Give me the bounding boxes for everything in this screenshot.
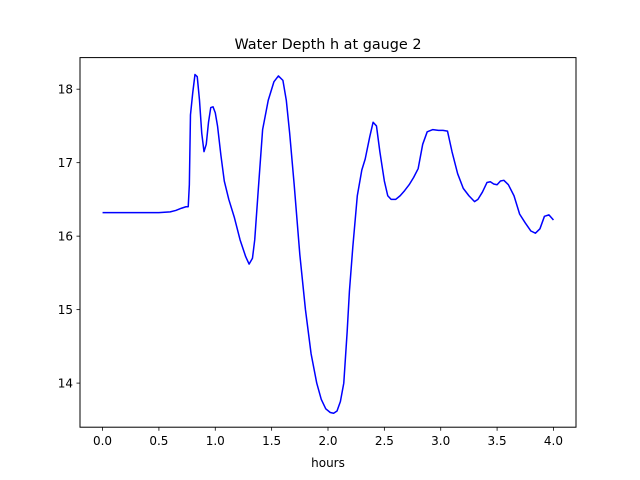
y-tick-label: 18 bbox=[58, 82, 73, 96]
y-tick-label: 14 bbox=[58, 376, 73, 390]
x-tick-label: 0.5 bbox=[149, 434, 168, 448]
x-tick-label: 2.5 bbox=[375, 434, 394, 448]
plot-frame bbox=[79, 57, 577, 428]
x-tick-label: 0.0 bbox=[93, 434, 112, 448]
series-line-0 bbox=[102, 73, 555, 414]
x-tick-label: 4.0 bbox=[544, 434, 563, 448]
x-axis-label: hours bbox=[311, 456, 345, 470]
y-tick-label: 15 bbox=[58, 303, 73, 317]
ticks-layer: 0.0 0.5 1.0 1.5 2.0 2.5 3.0 3.5 4.0 14 15 16 17 18 bbox=[58, 82, 563, 448]
x-tick-label: 1.0 bbox=[206, 434, 225, 448]
x-tick-label: 3.0 bbox=[431, 434, 450, 448]
chart-title: Water Depth h at gauge 2 bbox=[234, 37, 421, 53]
y-tick-label: 16 bbox=[58, 229, 73, 243]
y-tick-label: 17 bbox=[58, 156, 73, 170]
x-tick-label: 2.0 bbox=[318, 434, 337, 448]
x-tick-label: 3.5 bbox=[488, 434, 507, 448]
series-layer bbox=[102, 73, 555, 414]
x-tick-label: 1.5 bbox=[262, 434, 281, 448]
